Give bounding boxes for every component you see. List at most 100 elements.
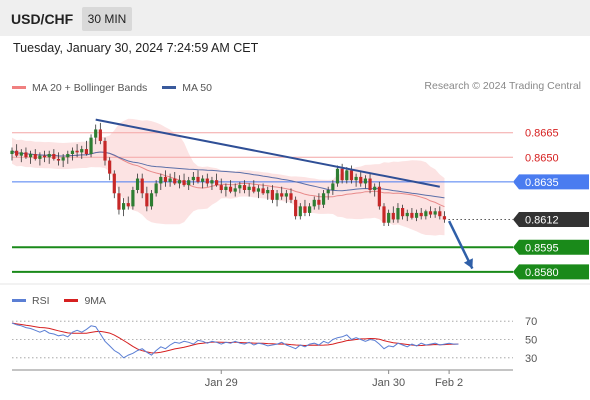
candle-body <box>177 180 181 184</box>
candle-body <box>396 208 400 220</box>
price-tag-box <box>513 211 589 227</box>
main-legend: MA 20 + Bollinger Bands MA 50 <box>12 80 224 94</box>
candle-body <box>145 193 149 207</box>
candle-body <box>42 155 47 158</box>
candle-body <box>168 178 172 182</box>
copyright-text: Research © 2024 Trading Central <box>424 80 581 92</box>
candle-body <box>210 180 214 184</box>
price-tag-label: 0.8612 <box>525 214 559 226</box>
forecast-arrow-head <box>463 258 473 269</box>
candle-body <box>261 188 265 194</box>
candle-body <box>224 186 228 190</box>
x-tick-label: Feb 2 <box>435 377 463 389</box>
candle-body <box>98 129 102 141</box>
candle-body <box>182 180 186 186</box>
candle-body <box>252 186 256 192</box>
candle-body <box>191 176 195 181</box>
candle-body <box>219 185 223 190</box>
price-tag-label: 0.8635 <box>525 177 559 189</box>
x-tick-label: Jan 30 <box>372 377 405 389</box>
candle-body <box>135 178 140 190</box>
rsi-legend: RSI 9MA <box>12 293 118 307</box>
price-tag: 0.8580 <box>513 264 589 280</box>
legend-swatch-ma50 <box>162 86 177 89</box>
candle-body <box>382 206 386 223</box>
timeframe-button[interactable]: 30 MIN <box>82 7 132 31</box>
candle-body <box>52 154 56 159</box>
candle-body <box>331 183 335 190</box>
candle-body <box>215 180 219 186</box>
candle-body <box>242 185 247 190</box>
candle-body <box>201 178 205 182</box>
candle-body <box>442 216 447 220</box>
timestamp: Tuesday, January 30, 2024 7:24:59 AM CET <box>13 41 259 55</box>
candle-body <box>228 186 233 192</box>
candle-body <box>368 178 372 190</box>
price-label-resistance: 0.8650 <box>525 152 559 164</box>
symbol-title: USD/CHF <box>11 11 74 27</box>
candle-body <box>75 150 79 153</box>
candle-body <box>340 168 344 181</box>
candle-body <box>275 193 279 200</box>
legend-label-ma20: MA 20 + Bollinger Bands <box>32 81 148 94</box>
candle-body <box>66 154 70 158</box>
legend-item-ma50: MA 50 <box>162 82 212 94</box>
candle-body <box>424 211 428 217</box>
legend-label-rsi: RSI <box>32 294 50 307</box>
candle-body <box>294 199 298 217</box>
legend-item-ma20: MA 20 + Bollinger Bands <box>12 82 147 94</box>
candle-body <box>247 186 251 190</box>
top-bar: USD/CHF 30 MIN <box>0 0 590 36</box>
price-tag: 0.8635 <box>513 174 589 190</box>
candle-body <box>298 206 302 217</box>
candle-body <box>303 206 307 213</box>
candle-body <box>349 170 354 181</box>
candle-body <box>433 211 437 215</box>
candle-body <box>80 149 84 153</box>
candle-body <box>163 176 168 182</box>
candle-body <box>154 183 158 194</box>
candle-body <box>149 193 154 207</box>
candle-body <box>122 203 126 210</box>
rsi-line <box>11 322 459 359</box>
candle-body <box>15 150 19 156</box>
candle-body <box>373 186 377 190</box>
candle-body <box>173 178 177 184</box>
candle-body <box>410 212 414 218</box>
price-tag-box <box>513 239 589 255</box>
candle-body <box>126 203 130 207</box>
legend-label-ma50: MA 50 <box>182 81 212 94</box>
candle-body <box>94 129 98 138</box>
rsi-9ma-line <box>11 322 459 354</box>
candle-body <box>266 190 270 194</box>
candle-body <box>117 193 121 210</box>
candle-body <box>19 152 23 156</box>
candle-body <box>159 176 163 184</box>
candle-body <box>405 212 409 217</box>
candle-body <box>401 208 405 217</box>
candle-body <box>284 193 288 197</box>
candle-body <box>61 157 65 161</box>
legend-swatch-9ma <box>64 299 79 302</box>
price-tag-box <box>513 174 589 190</box>
price-tag: 0.8595 <box>513 239 589 255</box>
price-tag-label: 0.8595 <box>525 242 559 254</box>
candle-body <box>317 199 321 205</box>
price-tag: 0.8612 <box>513 211 589 227</box>
price-label-resistance: 0.8665 <box>525 128 559 140</box>
candle-body <box>312 199 316 207</box>
candle-body <box>84 149 88 154</box>
candle-body <box>419 212 423 217</box>
legend-label-9ma: 9MA <box>84 294 107 307</box>
candle-body <box>354 176 358 181</box>
candle-body <box>103 140 107 161</box>
candle-body <box>414 212 419 218</box>
candle-body <box>345 170 349 181</box>
candle-body <box>70 150 75 154</box>
rsi-tick-label: 70 <box>525 316 537 328</box>
candle-body <box>321 193 326 205</box>
candle-body <box>131 190 135 207</box>
candle-body <box>187 180 191 186</box>
legend-swatch-rsi <box>12 299 26 302</box>
candle-body <box>205 178 209 184</box>
